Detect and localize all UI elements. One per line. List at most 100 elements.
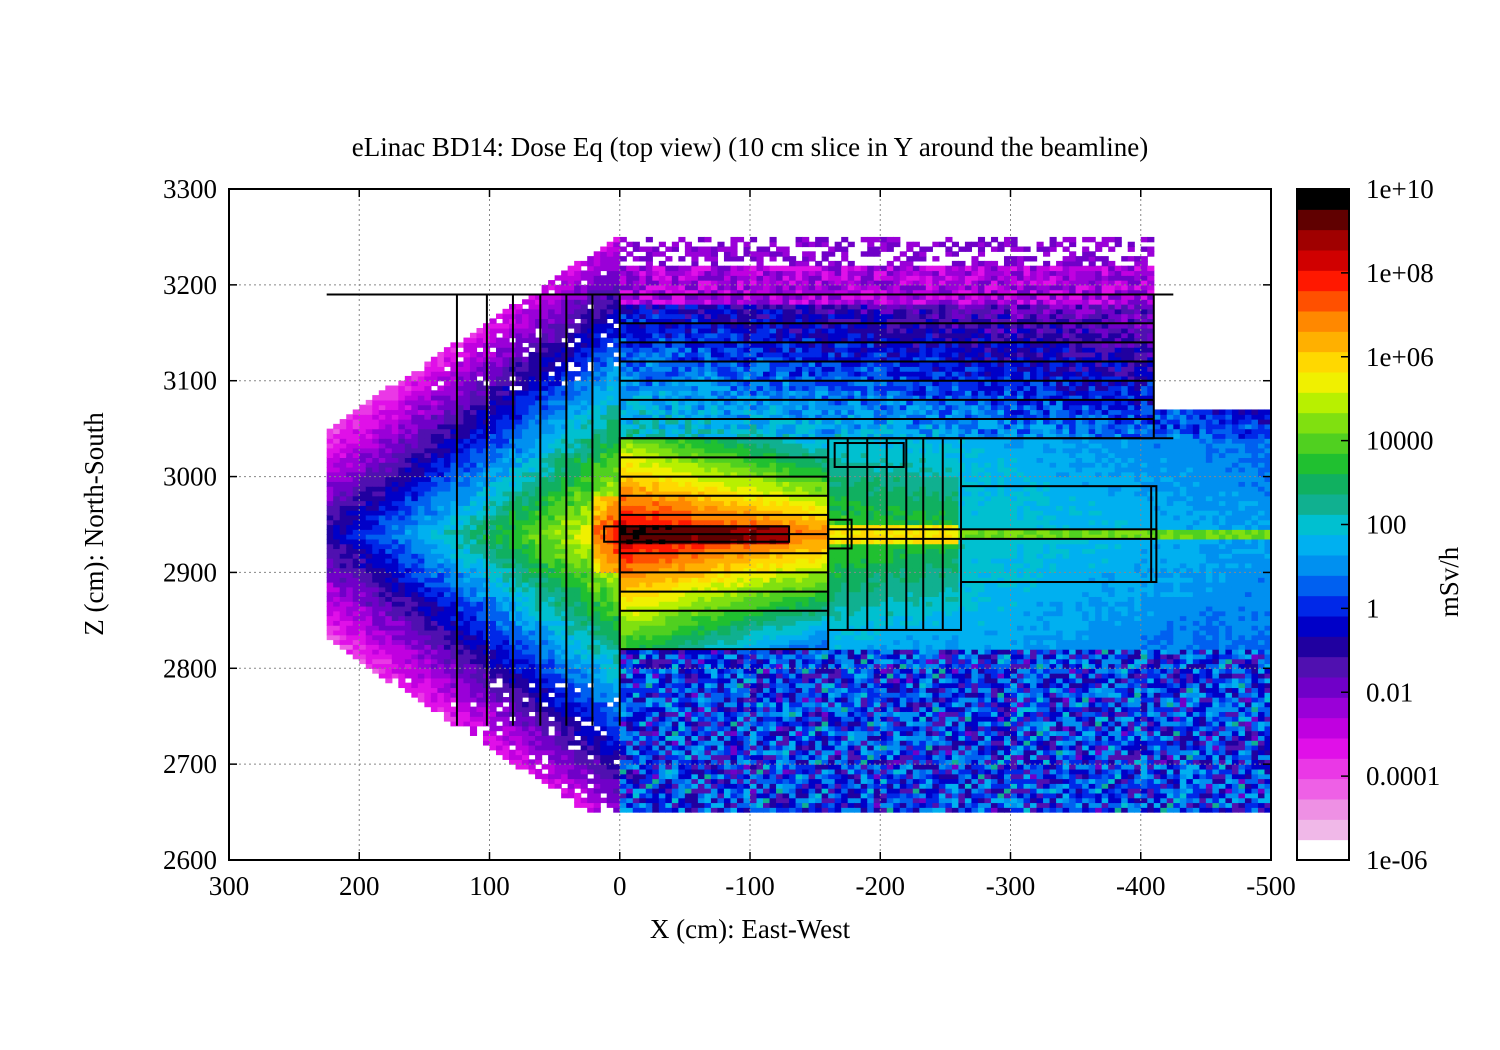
heat-cell [430,649,438,655]
heat-cell [691,735,699,741]
heat-cell [567,538,575,545]
heat-cell [385,519,393,526]
heat-cell [522,716,530,722]
heat-cell [385,481,393,487]
heat-cell [567,658,575,665]
heat-cell [587,653,595,660]
heat-cell [632,294,640,300]
heat-cell [593,721,601,727]
heat-cell [378,644,386,650]
heat-cell [652,562,660,569]
heat-cell [600,265,608,272]
heat-cell [398,677,406,684]
heat-cell [541,366,549,372]
heat-cell [639,246,647,252]
heat-cell [535,409,543,415]
heat-cell [652,395,660,401]
heat-cell [639,725,647,732]
heat-cell [574,304,582,310]
heat-cell [665,677,673,684]
heat-cell [619,692,627,698]
heat-cell [359,529,367,535]
heat-cell [684,371,692,377]
heat-cell [580,318,588,324]
heat-cell [587,380,595,387]
heat-cell [626,668,634,674]
heat-cell [548,610,556,617]
heat-cell [632,730,640,736]
heat-cell [658,735,666,741]
heat-cell [398,615,406,621]
heat-cell [456,466,465,473]
heat-cell [626,289,634,296]
heat-cell [678,289,686,296]
heat-cell [424,567,432,574]
heat-cell [476,361,484,367]
heat-cell [391,586,399,593]
heat-cell [502,735,510,741]
heat-cell [639,562,647,569]
heat-cell [652,802,660,808]
heat-cell [502,500,510,506]
heat-cell [626,553,634,559]
heat-cell [613,481,621,487]
heat-cell [626,419,634,425]
heat-cell [502,706,510,713]
heat-cell [652,476,660,482]
heat-cell [450,404,458,411]
heat-cell [593,471,601,478]
heat-cell [372,447,380,454]
heat-cell [632,356,640,363]
heat-cell [613,529,621,535]
heat-cell [678,649,686,655]
heat-cell [496,385,504,391]
heat-cell [496,414,504,420]
heat-cell [385,644,393,650]
heat-cell [489,500,497,506]
heat-cell [587,529,595,535]
heat-cell [346,447,354,454]
heat-cell [365,447,373,454]
heat-cell [665,605,673,612]
heat-cell [411,447,419,454]
heat-cell [580,740,588,746]
heat-cell [658,313,666,319]
heat-cell [619,577,627,583]
heat-cell [541,514,549,521]
heat-cell [593,466,601,473]
heat-cell [684,399,692,406]
heat-cell [365,529,373,535]
heat-cell [450,644,458,650]
heat-cell [496,419,504,425]
heat-cell [665,807,673,813]
heat-cell [652,725,660,732]
heat-cell [593,596,601,602]
heat-cell [535,629,543,636]
heat-cell [567,457,575,463]
heat-cell [561,524,569,530]
heat-cell [678,414,686,420]
heat-cell [515,510,523,516]
heat-cell [684,395,692,401]
heat-cell [580,773,588,780]
heat-cell [476,721,484,727]
heat-cell [632,572,640,578]
heat-cell [580,284,588,291]
heat-cell [398,658,406,665]
heat-cell [632,347,640,353]
heat-cell [580,788,588,794]
heat-cell [632,457,640,463]
heat-cell [456,380,465,387]
heat-cell [437,462,445,468]
heat-cell [619,399,627,406]
heat-cell [600,361,608,367]
heat-cell [450,419,458,425]
heat-cell [463,495,471,502]
heat-cell [443,524,452,530]
heat-cell [346,572,354,578]
heat-cell [665,371,673,377]
heat-cell [561,390,569,396]
heat-cell [522,625,530,631]
heat-cell [378,634,386,641]
heat-cell [626,351,634,358]
